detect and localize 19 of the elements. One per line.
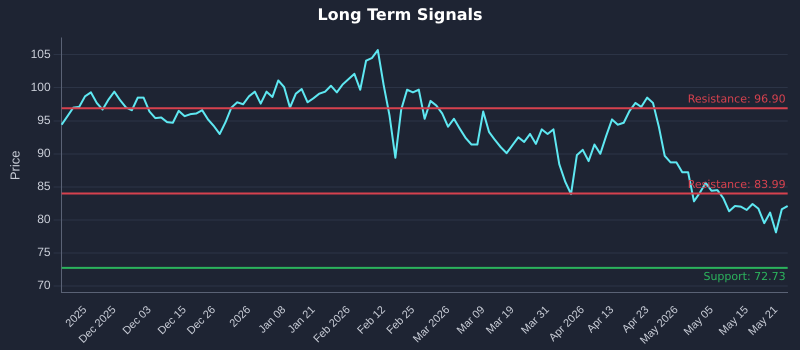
y-tick-label: 90 (37, 146, 51, 160)
x-tick-label: Dec 03 (120, 304, 154, 338)
x-tick-label: Jan 08 (256, 304, 288, 336)
y-tick-label: 100 (30, 80, 51, 94)
y-tick-label: 70 (37, 278, 51, 292)
x-tick-label: May 05 (682, 304, 716, 338)
y-tick-label: 95 (37, 113, 51, 128)
y-tick-label: 75 (37, 245, 51, 260)
x-tick-label: Dec 26 (184, 304, 218, 338)
y-tick-label: 105 (30, 47, 51, 62)
ref-line-label: Support: 72.73 (703, 270, 786, 284)
x-tick-label: Jan 21 (286, 304, 318, 336)
chart-title: Long Term Signals (316, 4, 484, 26)
x-tick-label: Apr 13 (584, 304, 616, 336)
y-axis-title: Price (7, 150, 22, 180)
y-tick-label: 80 (37, 212, 51, 226)
y-tick-label: 85 (37, 179, 51, 194)
x-tick-label: May 21 (746, 304, 780, 338)
ref-line-label: Resistance: 96.90 (688, 92, 786, 106)
